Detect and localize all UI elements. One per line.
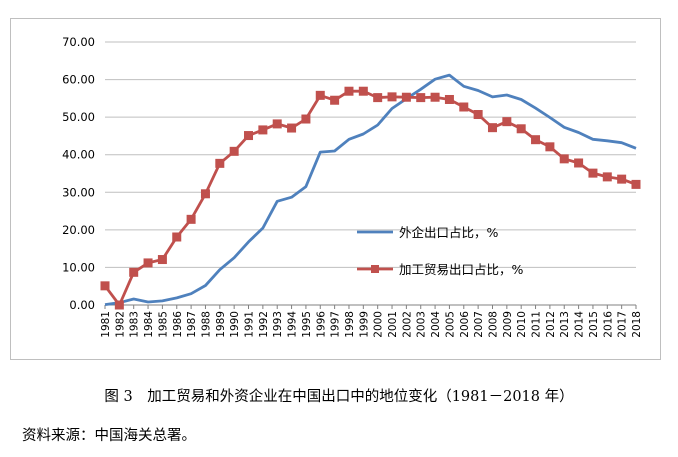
- x-tick-label: 1983: [129, 311, 141, 338]
- x-tick-label: 2007: [473, 311, 485, 338]
- legend-label-2: 加工贸易出口占比，%: [399, 262, 524, 277]
- x-tick-label: 1998: [344, 311, 356, 338]
- data-point: [315, 90, 325, 100]
- figure-caption: 图 3 加工贸易和外资企业在中国出口中的地位变化（1981－2018 年）: [104, 389, 574, 405]
- y-tick-label: 10.00: [62, 260, 95, 274]
- x-tick-label: 1993: [272, 311, 284, 338]
- y-tick-label: 50.00: [62, 110, 95, 124]
- data-point: [229, 146, 239, 156]
- x-tick-label: 2011: [531, 311, 543, 338]
- data-point: [114, 300, 124, 310]
- data-point: [387, 92, 397, 102]
- x-tick-label: 1991: [244, 311, 256, 338]
- x-tick-label: 1989: [215, 311, 227, 338]
- line-chart: 0.00 10.00 20.00 30.00 40.00 50.00 60.00 70.00 1…: [62, 35, 643, 338]
- x-tick-label: 2000: [373, 311, 385, 338]
- data-point: [373, 93, 383, 103]
- data-point: [588, 168, 598, 178]
- x-tick-label: 2006: [459, 311, 471, 338]
- data-point: [617, 174, 627, 184]
- x-tick-label: 1999: [358, 311, 370, 338]
- x-tick-label: 2012: [545, 311, 557, 338]
- x-tick-label: 2009: [502, 311, 514, 338]
- data-point: [487, 123, 497, 133]
- x-tick-label: 2018: [631, 311, 643, 338]
- x-tick-label: 2008: [487, 311, 499, 338]
- x-tick-label: 2003: [416, 311, 428, 338]
- series-line-1: [104, 73, 637, 306]
- x-tick-label: 1995: [301, 311, 313, 338]
- x-tick-label: 2017: [617, 311, 629, 338]
- data-point: [473, 110, 483, 120]
- x-tick-label: 1986: [172, 311, 184, 338]
- x-tick-label: 2004: [430, 311, 442, 338]
- x-tick-label: 1990: [229, 311, 241, 338]
- data-point: [129, 267, 139, 277]
- legend-label-1: 外企出口占比，%: [399, 225, 499, 240]
- x-tick-label: 1981: [100, 311, 112, 338]
- data-point: [272, 119, 282, 129]
- x-tick-label: 1985: [157, 311, 169, 338]
- data-point: [358, 86, 368, 96]
- data-point: [344, 86, 354, 96]
- data-point: [215, 158, 225, 168]
- y-tick-label: 0.00: [69, 298, 95, 312]
- y-tick-label: 40.00: [62, 148, 95, 162]
- data-point: [143, 258, 153, 268]
- data-point: [459, 102, 469, 112]
- x-tick-label: 1992: [258, 311, 270, 338]
- data-point: [287, 123, 297, 133]
- x-tick-label: 2014: [574, 311, 586, 338]
- y-tick-label: 30.00: [62, 185, 95, 199]
- data-point: [244, 131, 254, 141]
- data-point: [444, 94, 454, 104]
- data-point: [200, 189, 210, 199]
- x-tick-label: 2013: [559, 311, 571, 338]
- data-point: [502, 117, 512, 127]
- x-tick-label: 1994: [287, 311, 299, 338]
- x-tick-label: 1988: [200, 311, 212, 338]
- data-point: [574, 158, 584, 168]
- y-tick-label: 60.00: [62, 73, 95, 87]
- data-point: [631, 179, 641, 189]
- legend-marker: [371, 265, 379, 273]
- x-tick-label: 2015: [588, 311, 600, 338]
- data-point: [172, 232, 182, 242]
- data-point: [258, 125, 268, 135]
- x-tick-label: 2001: [387, 311, 399, 338]
- x-tick-label: 1996: [315, 311, 327, 338]
- x-tick-label: 1997: [330, 311, 342, 338]
- x-tick-label: 1984: [143, 311, 155, 338]
- x-tick-label: 2016: [602, 311, 614, 338]
- x-tick-label: 2005: [444, 311, 456, 338]
- data-point: [330, 95, 340, 105]
- x-tick-label: 2002: [401, 311, 413, 338]
- x-tick-label: 2010: [516, 311, 528, 338]
- data-point: [416, 93, 426, 103]
- data-point: [531, 135, 541, 145]
- data-point: [430, 92, 440, 102]
- data-point: [157, 255, 167, 265]
- source-note: 资料来源：中国海关总署。: [22, 428, 196, 444]
- data-point: [186, 214, 196, 224]
- data-point: [545, 142, 555, 152]
- x-tick-label: 1982: [114, 311, 126, 338]
- data-point: [100, 281, 110, 291]
- data-point: [301, 114, 311, 124]
- y-tick-label: 70.00: [62, 35, 95, 49]
- data-point: [602, 172, 612, 182]
- data-point: [559, 154, 569, 164]
- y-tick-label: 20.00: [62, 223, 95, 237]
- data-point: [516, 124, 526, 134]
- data-point: [401, 92, 411, 102]
- x-tick-label: 1987: [186, 311, 198, 338]
